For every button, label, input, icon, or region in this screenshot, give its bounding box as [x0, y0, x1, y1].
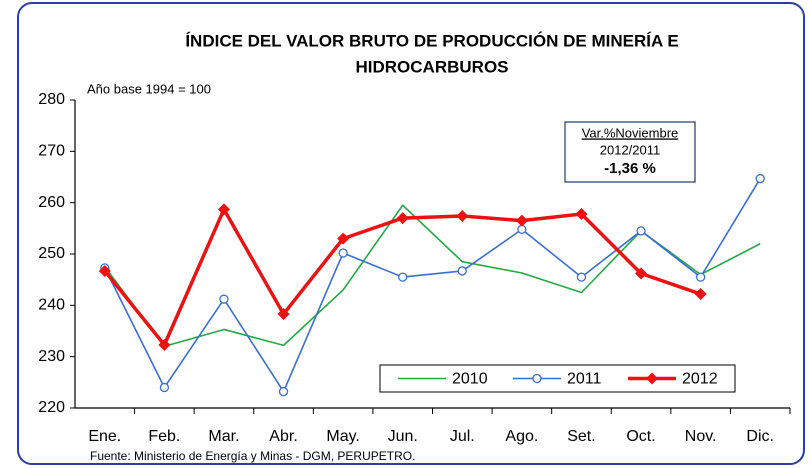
legend-label: 2011	[567, 371, 602, 388]
x-tick-label: Mar.	[208, 428, 239, 445]
subtitle: Año base 1994 = 100	[87, 81, 211, 96]
chart-title: ÍNDICE DEL VALOR BRUTO DE PRODUCCIÓN DE …	[185, 31, 678, 50]
annotation: 2012/2011	[600, 142, 661, 157]
x-tick-label: Nov.	[685, 428, 717, 445]
y-tick-label: 250	[38, 245, 65, 262]
x-tick-label: Abr.	[269, 428, 297, 445]
y-tick-label: 230	[38, 348, 65, 365]
y-tick-label: 280	[38, 91, 65, 108]
data-point	[695, 272, 706, 282]
data-point	[398, 272, 408, 282]
legend-label: 2012	[682, 371, 718, 388]
source: Fuente: Ministerio de Energía y Minas - …	[90, 449, 415, 463]
x-tick-label: Ene.	[88, 428, 121, 445]
data-point	[338, 248, 348, 258]
data-point	[515, 214, 528, 227]
x-tick-label: Jun.	[388, 428, 418, 445]
data-point	[217, 203, 230, 216]
annotation-box	[564, 121, 696, 183]
data-point	[457, 266, 467, 276]
x-tick-label: Oct.	[626, 428, 655, 445]
data-point	[575, 207, 588, 220]
data-point	[219, 294, 229, 304]
y-tick-label: 240	[38, 297, 65, 314]
annotation: -1,36 %	[604, 160, 656, 177]
data-point	[456, 210, 469, 223]
legend-marker	[646, 372, 658, 385]
data-point	[396, 212, 409, 225]
x-tick-label: May.	[326, 428, 359, 445]
data-point	[635, 267, 648, 280]
data-point	[158, 338, 171, 351]
y-tick-label: 220	[38, 399, 65, 416]
data-point	[694, 288, 707, 301]
data-point	[636, 226, 646, 236]
y-tick-label: 270	[38, 143, 65, 160]
x-tick-label: Ago.	[505, 428, 538, 445]
data-point	[159, 382, 170, 393]
legend-marker	[532, 373, 542, 384]
data-point	[277, 308, 290, 321]
data-point	[278, 386, 289, 397]
x-tick-label: Dic.	[746, 428, 774, 445]
data-point	[755, 173, 765, 184]
data-point	[576, 272, 587, 282]
data-point	[337, 232, 350, 245]
chart-title: HIDROCARBUROS	[356, 57, 509, 76]
data-point	[98, 264, 111, 277]
chart-frame	[17, 2, 805, 465]
annotation: Var.%Noviembre	[582, 125, 679, 140]
legend-label: 2010	[452, 371, 488, 388]
x-tick-label: Jul.	[450, 428, 475, 445]
x-tick-label: Set.	[567, 428, 595, 445]
series-line	[104, 178, 761, 393]
y-tick-label: 260	[38, 194, 65, 211]
x-tick-label: Feb.	[148, 428, 180, 445]
